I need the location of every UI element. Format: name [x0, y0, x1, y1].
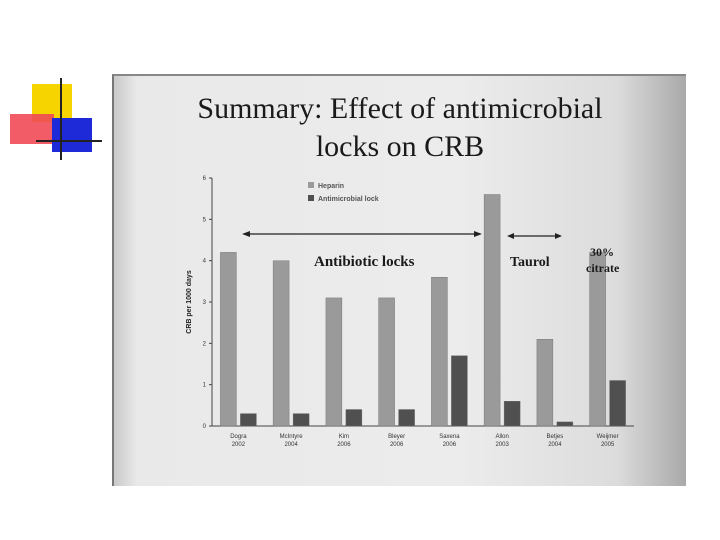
title-line-2: locks on CRB [315, 130, 485, 163]
bar-antimicrobial [556, 421, 574, 427]
y-ticks: 0 1 2 3 4 5 6 [203, 176, 212, 430]
taurol-bracket [507, 233, 562, 239]
antibiotic-arrow-left-icon [242, 231, 250, 237]
x-tick-label: 2006 [443, 442, 457, 448]
x-tick-label: 2004 [548, 442, 562, 448]
bar-chart: 0 1 2 3 4 5 6 Dogra 2002 McIntyre 2004 Kim 2006 Bley… [186, 176, 634, 448]
bar-heparin [325, 297, 343, 427]
x-tick-label: Bleyer [388, 434, 405, 440]
bar-heparin [483, 194, 501, 427]
x-tick-label: Kim [339, 434, 349, 440]
y-tick-label: 1 [203, 383, 207, 389]
bar-heparin [589, 252, 606, 427]
y-axis-label: CRB per 1000 days [186, 270, 193, 334]
annotation-antibiotic-locks: Antibiotic locks [314, 254, 415, 270]
y-tick-label: 4 [203, 259, 207, 265]
x-tick-label: 2002 [232, 442, 246, 448]
legend-swatch-antimicrobial [308, 195, 314, 201]
legend-label-heparin: Heparin [318, 183, 344, 190]
taurol-arrow-right-icon [555, 233, 562, 239]
x-tick-label: Saxena [439, 434, 460, 440]
chart-photo: Summary: Effect of antimicrobial locks o… [112, 74, 686, 486]
x-tick-label: 2003 [495, 442, 509, 448]
bar-heparin [536, 339, 554, 427]
x-tick-labels: Dogra 2002 McIntyre 2004 Kim 2006 Bleyer 2006 Sa… [230, 434, 618, 448]
slide-logo-icon [8, 78, 108, 168]
annotation-taurol: Taurol [510, 255, 550, 270]
x-tick-label: 2004 [284, 442, 298, 448]
bars [220, 194, 626, 427]
bar-antimicrobial [398, 409, 415, 427]
bar-antimicrobial [451, 355, 468, 427]
bar-antimicrobial [240, 413, 257, 427]
bar-heparin [220, 252, 237, 427]
x-tick-label: Betjes [547, 434, 564, 440]
x-tick-label: McIntyre [280, 434, 304, 440]
y-tick-label: 5 [203, 217, 207, 223]
y-tick-label: 2 [203, 341, 207, 347]
title-line-1: Summary: Effect of antimicrobial [197, 92, 603, 125]
y-tick-label: 6 [203, 176, 207, 182]
x-tick-label: Allon [495, 434, 508, 440]
page-title: Summary: Effect of antimicrobial locks o… [114, 90, 686, 166]
bar-antimicrobial [609, 380, 626, 427]
annotation-citrate-line-1: 30% [590, 245, 614, 259]
legend: Heparin Antimicrobial lock [308, 182, 379, 203]
x-tick-label: 2006 [337, 442, 351, 448]
antibiotic-arrow-right-icon [474, 231, 482, 237]
antibiotic-bracket [242, 231, 482, 237]
x-tick-label: 2006 [390, 442, 404, 448]
x-tick-label: Weijmer [597, 434, 619, 440]
bar-heparin [272, 260, 290, 427]
bar-antimicrobial [503, 401, 521, 427]
x-tick-label: 2005 [601, 442, 615, 448]
y-tick-label: 3 [203, 300, 207, 306]
y-tick-label: 0 [203, 424, 207, 430]
bar-antimicrobial [345, 409, 363, 427]
bar-antimicrobial [292, 413, 310, 427]
logo-vertical-line [60, 78, 62, 160]
logo-red-square [10, 114, 54, 144]
bar-heparin [378, 297, 395, 427]
legend-swatch-heparin [308, 182, 314, 188]
annotation-citrate-line-2: citrate [586, 261, 620, 275]
x-tick-label: Dogra [230, 434, 247, 440]
logo-horizontal-line [36, 140, 102, 142]
taurol-arrow-left-icon [507, 233, 514, 239]
logo-blue-square [52, 118, 92, 152]
bar-heparin [431, 276, 448, 427]
legend-label-antimicrobial: Antimicrobial lock [318, 196, 379, 203]
